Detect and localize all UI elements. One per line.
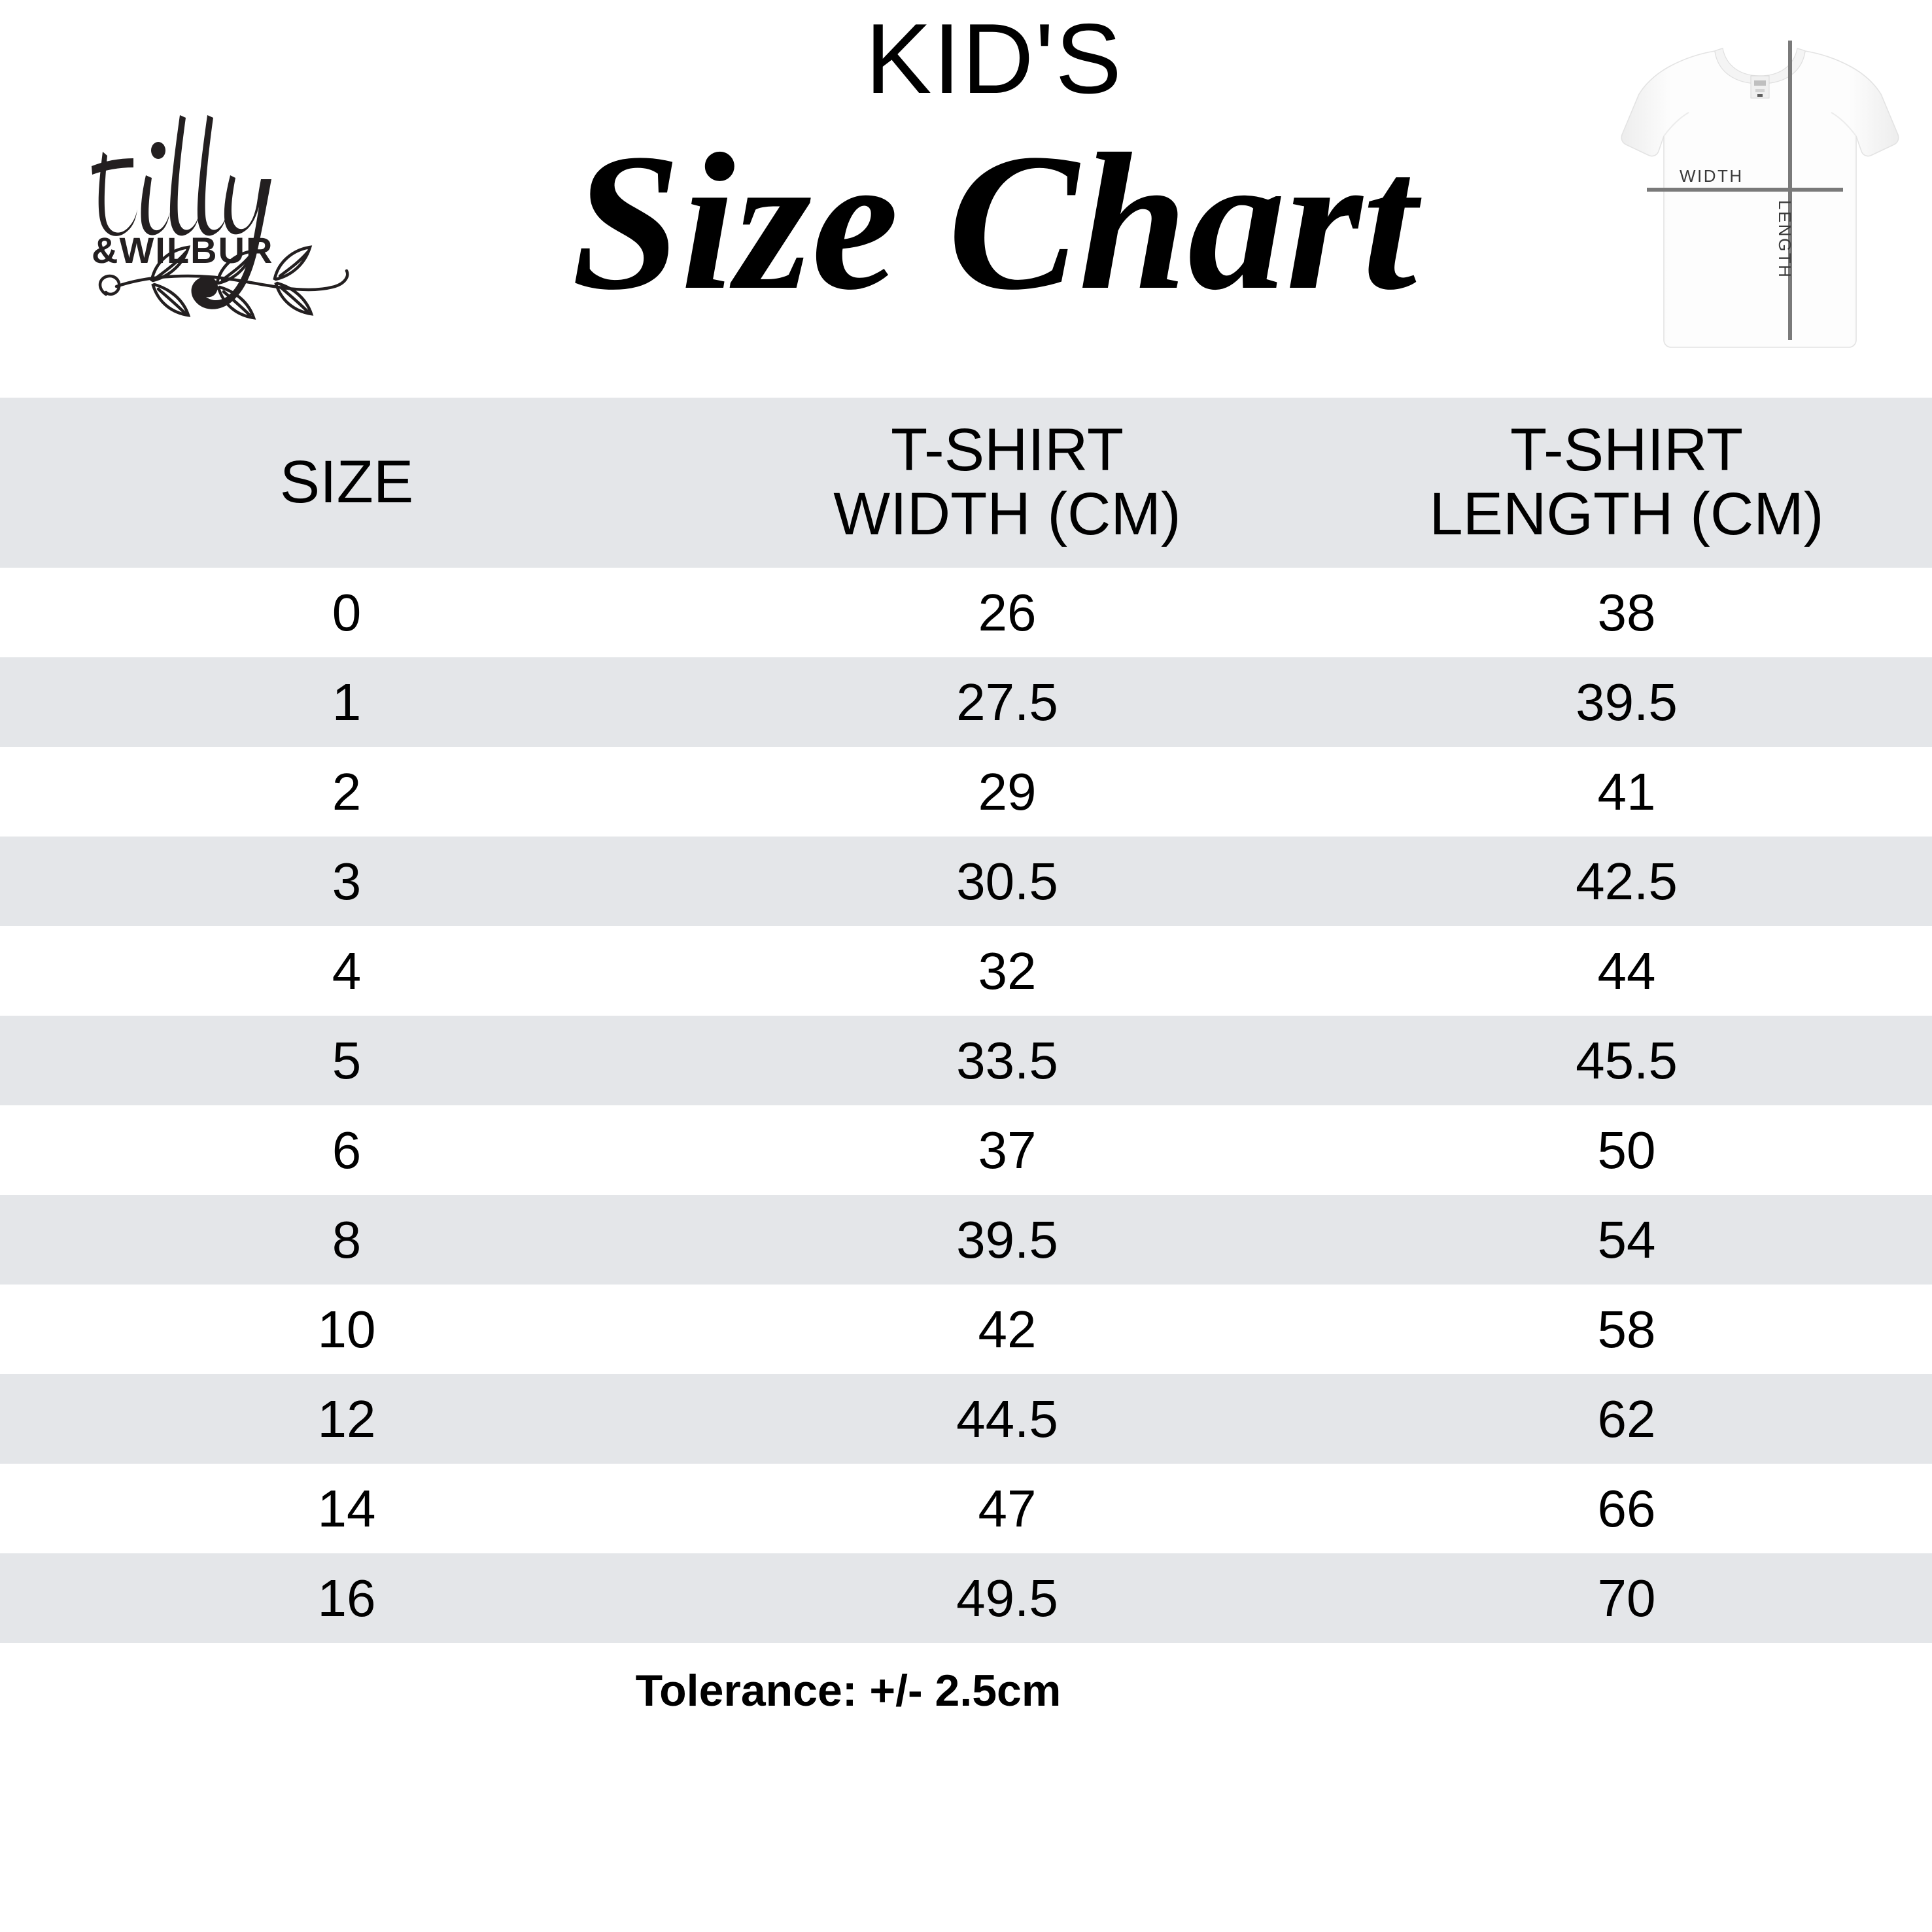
table-row: 2 29 41 [0, 747, 1932, 837]
cell-length: 41 [1321, 747, 1932, 837]
page-title-block: KID'S Size Chart [405, 0, 1583, 366]
tshirt-diagram-svg: WIDTH LENGTH [1621, 41, 1899, 348]
page-title-svg: Size Chart [572, 113, 1424, 330]
table-row: 16 49.5 70 [0, 1553, 1932, 1643]
cell-width: 27.5 [693, 657, 1321, 747]
measurement-lines [1647, 41, 1843, 340]
brand-logo: &WILBUR [78, 78, 366, 327]
width-label: WIDTH [1680, 166, 1744, 186]
title-eyebrow: KID'S [865, 3, 1123, 114]
cell-length: 44 [1321, 926, 1932, 1016]
table-row: 6 37 50 [0, 1105, 1932, 1195]
cell-length: 54 [1321, 1195, 1932, 1285]
cell-length: 62 [1321, 1374, 1932, 1464]
cell-length: 45.5 [1321, 1016, 1932, 1105]
column-header-length-line1: T-SHIRT [1509, 417, 1744, 484]
tshirt-shape-icon [1621, 48, 1899, 348]
header-area: &WILBUR [0, 0, 1932, 398]
cell-width: 32 [693, 926, 1321, 1016]
logo-script-tilly [92, 115, 271, 309]
column-header-length: T-SHIRT LENGTH (CM) [1321, 398, 1932, 568]
leaf-branch-icon [98, 245, 349, 320]
table-row: 10 42 58 [0, 1285, 1932, 1374]
table-row: 4 32 44 [0, 926, 1932, 1016]
cell-length: 58 [1321, 1285, 1932, 1374]
table-row: 14 47 66 [0, 1464, 1932, 1553]
cell-width: 30.5 [693, 837, 1321, 926]
table-row: 12 44.5 62 [0, 1374, 1932, 1464]
cell-length: 50 [1321, 1105, 1932, 1195]
cell-width: 33.5 [693, 1016, 1321, 1105]
cell-width: 29 [693, 747, 1321, 837]
cell-size: 6 [0, 1105, 693, 1195]
column-header-width-line1: T-SHIRT [890, 417, 1124, 484]
cell-size: 12 [0, 1374, 693, 1464]
cell-size: 8 [0, 1195, 693, 1285]
cell-size: 2 [0, 747, 693, 837]
cell-size: 5 [0, 1016, 693, 1105]
cell-size: 3 [0, 837, 693, 926]
cell-size: 1 [0, 657, 693, 747]
length-label: LENGTH [1775, 200, 1795, 279]
cell-width: 37 [693, 1105, 1321, 1195]
page-title-text: Size Chart [572, 113, 1424, 330]
size-chart-table: SIZE T-SHIRT WIDTH (CM) T-SHIRT LENGTH (… [0, 398, 1932, 1643]
table-header-row: SIZE T-SHIRT WIDTH (CM) T-SHIRT LENGTH (… [0, 398, 1932, 568]
table-row: 0 26 38 [0, 568, 1932, 657]
table-row: 3 30.5 42.5 [0, 837, 1932, 926]
cell-length: 66 [1321, 1464, 1932, 1553]
column-header-length-line2: LENGTH (CM) [1429, 481, 1824, 547]
page-title: Size Chart [405, 112, 1583, 348]
brand-logo-svg: &WILBUR [92, 115, 349, 320]
cell-width: 39.5 [693, 1195, 1321, 1285]
cell-width: 44.5 [693, 1374, 1321, 1464]
cell-width: 26 [693, 568, 1321, 657]
cell-width: 49.5 [693, 1553, 1321, 1643]
column-header-size: SIZE [0, 398, 693, 568]
cell-size: 0 [0, 568, 693, 657]
neck-tag-icon [1750, 75, 1770, 99]
table-body: 0 26 38 1 27.5 39.5 2 29 41 3 30.5 42.5 4 32 44 5 33.5 45… [0, 568, 1932, 1643]
cell-length: 39.5 [1321, 657, 1932, 747]
table-row: 5 33.5 45.5 [0, 1016, 1932, 1105]
table-row: 1 27.5 39.5 [0, 657, 1932, 747]
cell-size: 10 [0, 1285, 693, 1374]
table-header: SIZE T-SHIRT WIDTH (CM) T-SHIRT LENGTH (… [0, 398, 1932, 568]
column-header-width: T-SHIRT WIDTH (CM) [693, 398, 1321, 568]
cell-size: 4 [0, 926, 693, 1016]
cell-size: 14 [0, 1464, 693, 1553]
column-header-width-line2: WIDTH (CM) [833, 481, 1181, 547]
column-header-size-line1: SIZE [279, 449, 414, 516]
cell-width: 42 [693, 1285, 1321, 1374]
tolerance-note: Tolerance: +/- 2.5cm [635, 1666, 1061, 1716]
cell-width: 47 [693, 1464, 1321, 1553]
cell-length: 42.5 [1321, 837, 1932, 926]
cell-length: 70 [1321, 1553, 1932, 1643]
cell-size: 16 [0, 1553, 693, 1643]
cell-length: 38 [1321, 568, 1932, 657]
table-row: 8 39.5 54 [0, 1195, 1932, 1285]
tshirt-diagram: WIDTH LENGTH [1615, 13, 1903, 379]
